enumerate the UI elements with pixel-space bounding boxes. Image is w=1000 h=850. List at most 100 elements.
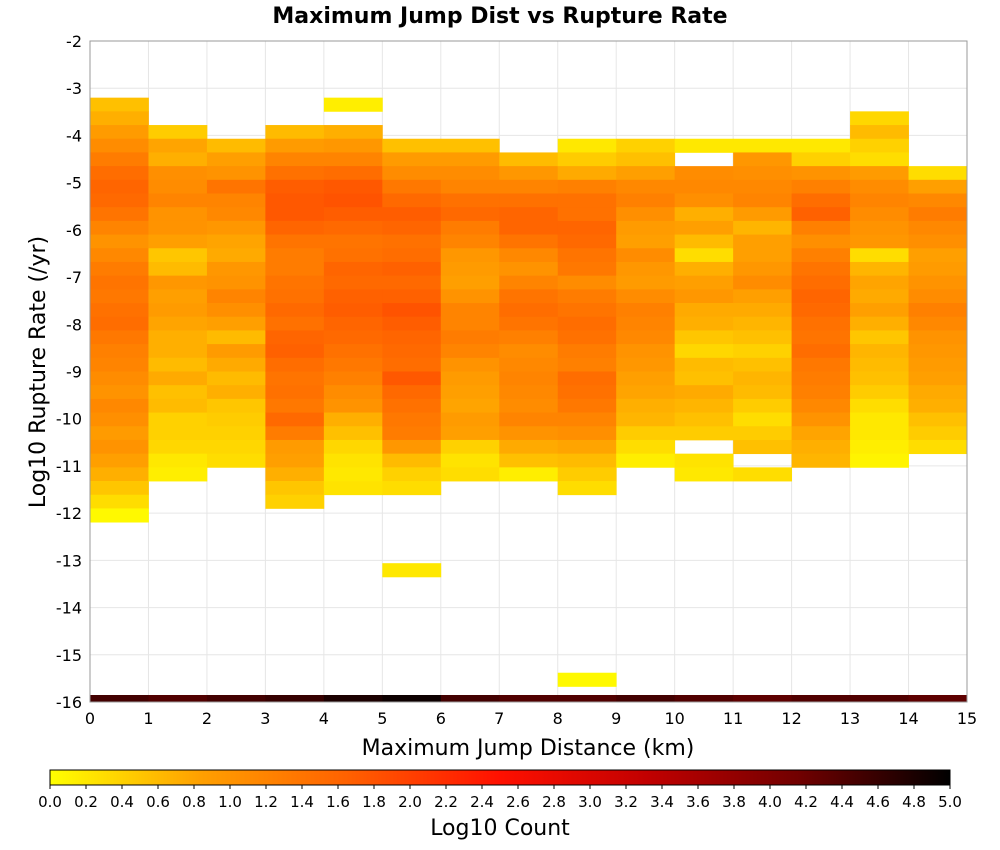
heatmap-cell xyxy=(206,385,266,400)
heatmap-cell xyxy=(908,248,968,263)
heatmap-cell xyxy=(382,371,442,386)
heatmap-cell xyxy=(499,398,559,413)
heatmap-cell xyxy=(265,316,325,331)
heatmap-cell xyxy=(148,275,208,290)
heatmap-cell xyxy=(733,426,792,441)
heatmap-cell xyxy=(616,289,676,304)
heatmap-cell xyxy=(733,261,792,277)
x-tick-label: 9 xyxy=(611,709,621,728)
heatmap-cell xyxy=(90,261,149,277)
heatmap-cell xyxy=(148,385,208,400)
heatmap-cell xyxy=(323,138,383,153)
heatmap-cell xyxy=(499,426,559,441)
heatmap-cell xyxy=(908,412,968,427)
heatmap-cell xyxy=(733,316,792,331)
heatmap-cell xyxy=(323,125,383,140)
colorbar-tick-label: 4.0 xyxy=(758,793,782,811)
heatmap-cell xyxy=(850,289,909,304)
heatmap-cell xyxy=(90,398,149,413)
colorbar-tick-label: 1.4 xyxy=(290,793,314,811)
heatmap-cell xyxy=(557,426,617,441)
heatmap-cell xyxy=(440,453,500,468)
heatmap-cell xyxy=(382,426,442,441)
heatmap-cell xyxy=(382,453,442,468)
colorbar-tick-label: 0.2 xyxy=(74,793,98,811)
heatmap-cell xyxy=(90,467,149,482)
colorbar-tick-label: 4.4 xyxy=(830,793,854,811)
heatmap-cell xyxy=(382,220,442,235)
heatmap-cell xyxy=(850,398,909,413)
heatmap-cell xyxy=(499,385,559,400)
heatmap-cell xyxy=(850,248,909,263)
strip-cell xyxy=(674,695,734,702)
y-tick-label: -16 xyxy=(56,693,82,712)
strip-cell xyxy=(557,695,617,702)
heatmap-cell xyxy=(90,275,149,290)
heatmap-cell xyxy=(557,357,617,372)
heatmap-cell xyxy=(616,275,676,290)
heatmap-cell xyxy=(733,275,792,290)
heatmap-cell xyxy=(499,330,559,345)
strip-cell xyxy=(908,695,968,702)
heatmap-cell xyxy=(850,138,909,153)
heatmap-cell xyxy=(908,220,968,235)
heatmap-cell xyxy=(206,152,266,167)
heatmap-cell xyxy=(90,138,149,153)
heatmap-cell xyxy=(791,166,851,181)
heatmap-cell xyxy=(908,166,968,181)
heatmap-cell xyxy=(440,357,500,372)
heatmap-cell xyxy=(323,316,383,331)
heatmap-cell xyxy=(733,344,792,359)
heatmap-cell xyxy=(265,234,325,249)
heatmap-cell xyxy=(733,207,792,222)
heatmap-cell xyxy=(90,494,149,509)
colorbar-tick-label: 1.6 xyxy=(326,793,350,811)
heatmap-cell xyxy=(674,289,734,304)
heatmap-cell xyxy=(323,220,383,235)
y-tick-label: -3 xyxy=(66,79,82,98)
heatmap-cell xyxy=(674,371,734,386)
heatmap-cell xyxy=(908,344,968,359)
heatmap-cell xyxy=(206,193,266,208)
heatmap-cell xyxy=(265,248,325,263)
heatmap-cell xyxy=(733,220,792,235)
heatmap-cell xyxy=(440,138,500,153)
heatmap-cell xyxy=(90,412,149,427)
heatmap-cell xyxy=(791,357,851,372)
heatmap-cell xyxy=(90,220,149,235)
colorbar-tick-label: 3.6 xyxy=(686,793,710,811)
heatmap-cell xyxy=(557,330,617,345)
heatmap-cell xyxy=(148,357,208,372)
heatmap-cell xyxy=(440,207,500,222)
heatmap-cell xyxy=(733,303,792,318)
heatmap-cell xyxy=(206,412,266,427)
heatmap-cell xyxy=(148,330,208,345)
heatmap-cell xyxy=(557,385,617,400)
heatmap-cell xyxy=(148,166,208,181)
heatmap-cell xyxy=(440,193,500,208)
heatmap-cell xyxy=(616,330,676,345)
heatmap-cell xyxy=(499,261,559,277)
heatmap-cell xyxy=(557,207,617,222)
heatmap-cell xyxy=(265,125,325,140)
heatmap-cell xyxy=(850,220,909,235)
y-tick-label: -5 xyxy=(66,174,82,193)
heatmap-cell xyxy=(382,248,442,263)
heatmap-cell xyxy=(323,467,383,482)
heatmap-cell xyxy=(323,303,383,318)
heatmap-cell xyxy=(148,220,208,235)
heatmap-cell xyxy=(323,398,383,413)
heatmap-cell xyxy=(557,316,617,331)
heatmap-cell xyxy=(674,234,734,249)
heatmap-cell xyxy=(440,330,500,345)
heatmap-cell xyxy=(616,344,676,359)
heatmap-cell xyxy=(148,125,208,140)
heatmap-cell xyxy=(323,371,383,386)
x-tick-label: 0 xyxy=(85,709,95,728)
heatmap-cell xyxy=(90,234,149,249)
heatmap-cell xyxy=(148,453,208,468)
heatmap-cell xyxy=(382,138,442,153)
heatmap-cell xyxy=(850,330,909,345)
heatmap-cell xyxy=(265,330,325,345)
colorbar-label: Log10 Count xyxy=(430,816,570,841)
